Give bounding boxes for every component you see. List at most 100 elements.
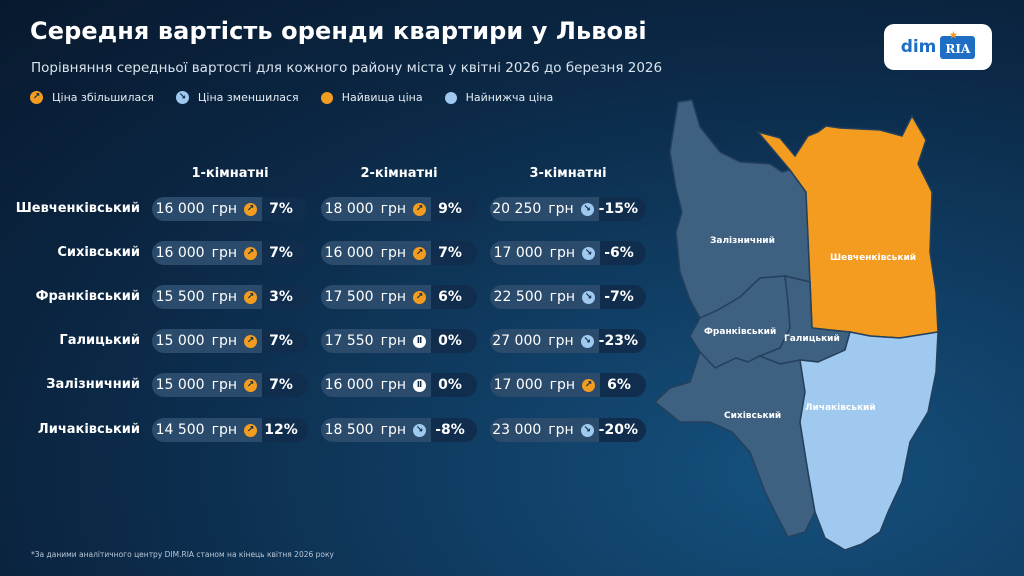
price-block: 18 500 грн ↘ — [321, 418, 431, 442]
price-block: 15 000 грн ↗ — [152, 373, 262, 397]
pause-icon: Ⅱ — [413, 378, 426, 392]
price-value: 17 500 — [324, 289, 374, 305]
price-cell: 17 000 грн ↗ 6% — [490, 373, 646, 397]
district-label: Галицький — [59, 333, 140, 348]
legend-label: Найвища ціна — [341, 91, 423, 104]
district-label: Сихівський — [57, 245, 140, 260]
price-value: 18 000 — [324, 201, 374, 217]
change-value: 6% — [600, 373, 646, 397]
price-block: 17 000 грн ↘ — [490, 241, 600, 265]
change-value: 0% — [431, 373, 477, 397]
price-block: 16 000 грн ↗ — [321, 241, 431, 265]
price-block: 17 500 грн ↗ — [321, 285, 431, 309]
arrow-up-icon: ↗ — [30, 91, 43, 104]
legend-lowest: Найнижча ціна — [444, 91, 554, 104]
map-district-lychakivskyi — [799, 331, 939, 551]
arrow-up-icon: ↗ — [244, 290, 257, 304]
price-cell: 16 000 грн ↗ 7% — [321, 241, 477, 265]
arrow-up-icon: ↗ — [582, 378, 595, 392]
map-label-shevchenkivskyi: Шевченківський — [830, 252, 916, 263]
price-value: 14 500 — [155, 422, 205, 438]
price-block: 16 000 грн ↗ — [152, 197, 262, 221]
price-value: 16 000 — [324, 377, 374, 393]
price-block: 16 000 грн Ⅱ — [321, 373, 431, 397]
district-label: Франківський — [35, 289, 140, 304]
pause-icon: Ⅱ — [413, 334, 426, 348]
change-value: 3% — [262, 285, 308, 309]
arrow-up-icon: ↗ — [413, 202, 426, 216]
legend-label: Найнижча ціна — [465, 91, 554, 104]
logo-ria-text: RIA — [945, 41, 971, 56]
logo-star-icon: ★ — [949, 30, 958, 41]
change-value: 7% — [262, 241, 308, 265]
price-unit: грн — [380, 333, 406, 349]
change-value: 12% — [262, 418, 308, 442]
price-cell: 15 500 грн ↗ 3% — [152, 285, 308, 309]
price-unit: грн — [211, 377, 237, 393]
arrow-up-icon: ↗ — [244, 378, 257, 392]
arrow-down-icon: ↘ — [582, 290, 595, 304]
price-value: 15 000 — [155, 333, 205, 349]
change-value: -20% — [598, 418, 646, 442]
price-unit: грн — [548, 333, 574, 349]
price-cell: 15 000 грн ↗ 7% — [152, 373, 308, 397]
district-label: Личаківський — [37, 422, 140, 437]
price-value: 16 000 — [155, 201, 205, 217]
arrow-up-icon: ↗ — [413, 246, 426, 260]
price-cell: 16 000 грн ↗ 7% — [152, 241, 308, 265]
change-value: 6% — [431, 285, 477, 309]
legend-price-up: ↗ Ціна збільшилася — [30, 91, 154, 104]
logo-dim-text: dim — [900, 37, 937, 57]
arrow-down-icon: ↘ — [580, 202, 594, 216]
price-cell: 14 500 грн ↗ 12% — [152, 418, 308, 442]
arrow-down-icon: ↘ — [413, 423, 426, 437]
price-value: 23 000 — [492, 422, 542, 438]
column-header: 1-кімнатні — [191, 166, 269, 181]
price-value: 15 500 — [155, 289, 205, 305]
price-cell: 16 000 грн Ⅱ 0% — [321, 373, 477, 397]
price-value: 20 250 — [492, 201, 542, 217]
price-value: 18 500 — [324, 422, 374, 438]
map-label-zaliznychnyi: Залізничний — [710, 235, 775, 246]
price-block: 17 550 грн Ⅱ — [321, 329, 431, 353]
price-value: 16 000 — [324, 245, 374, 261]
price-cell: 18 500 грн ↘ -8% — [321, 418, 477, 442]
arrow-up-icon: ↗ — [244, 246, 257, 260]
arrow-up-icon: ↗ — [244, 423, 257, 437]
arrow-up-icon: ↗ — [244, 202, 257, 216]
price-block: 14 500 грн ↗ — [152, 418, 262, 442]
price-value: 16 000 — [155, 245, 205, 261]
map-district-sykhivskyi — [653, 350, 816, 538]
change-value: -15% — [598, 197, 646, 221]
column-header: 2-кімнатні — [360, 166, 438, 181]
price-unit: грн — [211, 289, 237, 305]
district-label: Залізничний — [46, 377, 140, 392]
legend-price-down: ↘ Ціна зменшилася — [175, 91, 299, 104]
price-cell: 17 500 грн ↗ 6% — [321, 285, 477, 309]
price-value: 15 000 — [155, 377, 205, 393]
legend-label: Ціна зменшилася — [197, 91, 299, 104]
price-block: 15 000 грн ↗ — [152, 329, 262, 353]
change-value: 7% — [262, 197, 308, 221]
change-value: 7% — [431, 241, 477, 265]
page-title: Середня вартість оренди квартири у Львов… — [30, 17, 647, 45]
price-unit: грн — [549, 245, 575, 261]
price-block: 17 000 грн ↗ — [490, 373, 600, 397]
price-unit: грн — [380, 377, 406, 393]
map-label-frankivskyi: Франківський — [704, 326, 776, 337]
arrow-down-icon: ↘ — [175, 91, 189, 104]
lowest-swatch — [444, 91, 457, 104]
arrow-down-icon: ↘ — [580, 334, 594, 348]
lviv-district-map: Залізничний Шевченківський Франківський … — [653, 99, 939, 551]
change-value: -6% — [600, 241, 646, 265]
price-cell: 17 000 грн ↘ -6% — [490, 241, 646, 265]
price-unit: грн — [211, 333, 237, 349]
map-label-lychakivskyi: Личаківський — [805, 402, 876, 413]
price-unit: грн — [380, 201, 406, 217]
change-value: -23% — [598, 329, 646, 353]
price-cell: 20 250 грн ↘ -15% — [490, 197, 646, 221]
page-subtitle: Порівняння середньої вартості для кожног… — [31, 60, 663, 76]
price-cell: 27 000 грн ↘ -23% — [490, 329, 646, 353]
change-value: -7% — [600, 285, 646, 309]
dim-ria-logo: dim ★ RIA — [884, 24, 992, 70]
